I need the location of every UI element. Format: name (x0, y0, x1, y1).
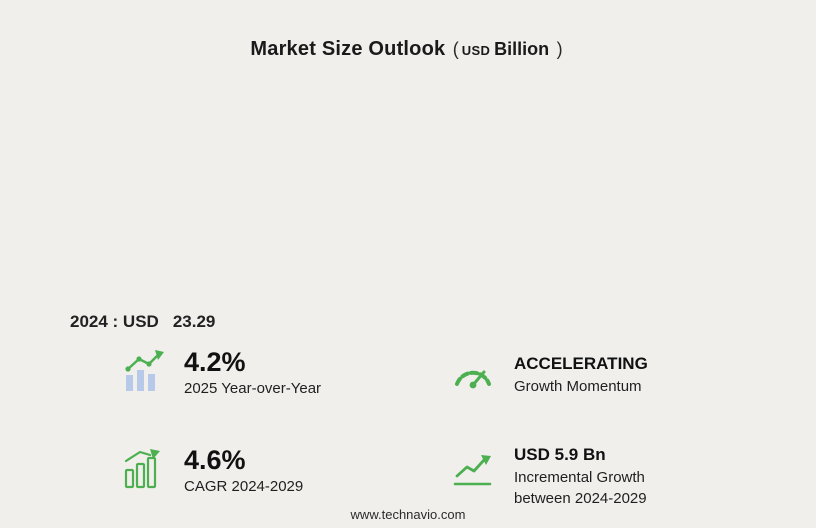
incremental-caption-line1: Incremental Growth (514, 469, 645, 487)
momentum-value: ACCELERATING (514, 354, 648, 373)
page-title: Market Size Outlook (USD Billion ) (0, 38, 816, 61)
title-open-paren: ( (452, 39, 459, 59)
yoy-caption: 2025 Year-over-Year (184, 380, 322, 398)
stat-text: 4.2% 2025 Year-over-Year (184, 348, 321, 400)
incremental-value: USD 5.9 Bn (514, 445, 606, 464)
title-unit: Billion (494, 39, 550, 59)
stat-growth-momentum: ACCELERATING Growth Momentum (450, 352, 648, 398)
speedometer-icon (450, 352, 496, 398)
title-currency: USD (461, 43, 491, 58)
annotation-label: 2024 : USD (70, 312, 159, 331)
title-main-text: Market Size Outlook (250, 38, 446, 60)
stat-cagr: 4.6% CAGR 2024-2029 (120, 446, 303, 498)
stat-text: ACCELERATING Growth Momentum (514, 352, 648, 398)
cagr-caption: CAGR 2024-2029 (184, 478, 304, 496)
bar-chart-trend-icon (120, 348, 166, 394)
title-close-paren: ) (556, 39, 563, 59)
momentum-caption: Growth Momentum (514, 378, 642, 396)
yoy-value: 4.2% (184, 347, 246, 377)
annotation-value: 23.29 (172, 312, 216, 331)
stat-incremental-growth: USD 5.9 Bn Incremental Growth between 20… (450, 443, 647, 509)
cagr-value: 4.6% (184, 445, 246, 475)
footer-url: www.technavio.com (350, 507, 466, 522)
stat-text: 4.6% CAGR 2024-2029 (184, 446, 303, 498)
market-size-2024-annotation: 2024 : USD 23.29 (70, 312, 215, 332)
stat-text: USD 5.9 Bn Incremental Growth between 20… (514, 443, 647, 509)
trend-arrow-icon (450, 443, 496, 489)
incremental-caption-line2: between 2024-2029 (514, 489, 647, 507)
stat-year-over-year: 4.2% 2025 Year-over-Year (120, 348, 321, 400)
growth-bars-icon (120, 446, 166, 492)
